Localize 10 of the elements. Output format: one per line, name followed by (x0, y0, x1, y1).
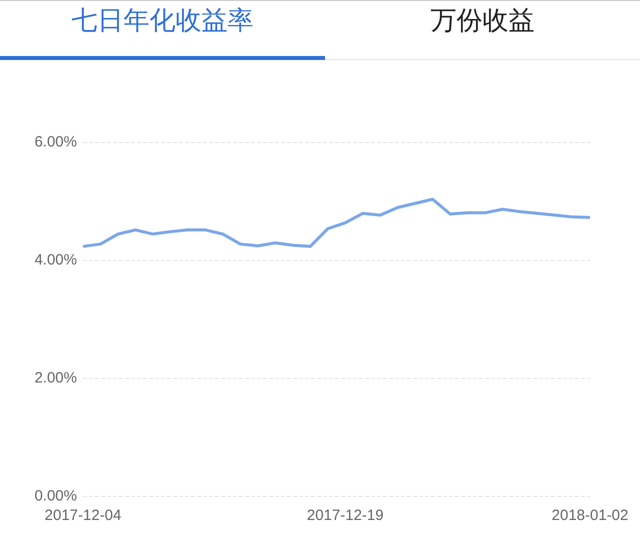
y-tick-label: 4.00% (34, 252, 77, 268)
text: 万份收益 (430, 5, 536, 38)
x-tick-label: 2017-12-19 (306, 507, 384, 524)
y-tick-label: 6.00% (34, 134, 77, 150)
line-series (82, 198, 592, 248)
y-tick-label: 2.00% (34, 370, 77, 386)
y-tick-label: 0.00% (34, 488, 77, 504)
x-tick-label: 2018-01-02 (552, 507, 628, 524)
x-tick-label: 2017-12-04 (44, 507, 122, 524)
chart-title: 七日年化收益率 (0, 1, 325, 60)
